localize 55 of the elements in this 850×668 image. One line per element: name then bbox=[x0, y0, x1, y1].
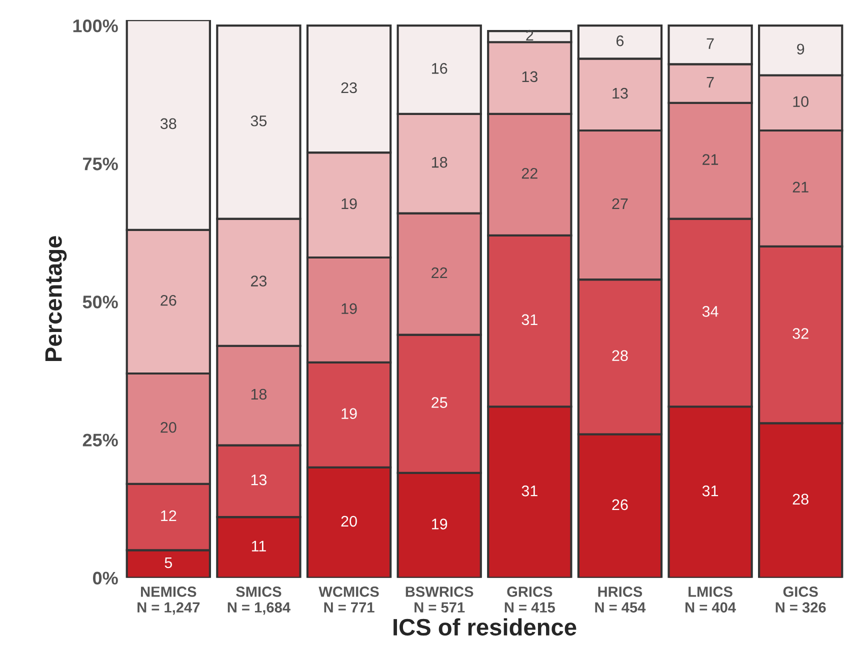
data-label: 7 bbox=[706, 76, 714, 88]
data-label: 23 bbox=[250, 276, 267, 286]
data-label: 19 bbox=[342, 198, 357, 210]
y-tick-label: 75% bbox=[83, 158, 118, 170]
data-label: 11 bbox=[252, 540, 266, 552]
data-label: 31 bbox=[522, 486, 538, 496]
data-label: 19 bbox=[342, 303, 357, 314]
data-label: 31 bbox=[702, 486, 718, 496]
data-label: 13 bbox=[612, 88, 628, 99]
data-label: 22 bbox=[432, 267, 448, 278]
data-label: 2 bbox=[526, 30, 534, 41]
data-label: 31 bbox=[522, 314, 538, 326]
data-label: 27 bbox=[612, 198, 628, 209]
x-tick-label: GICS N = 326 bbox=[776, 586, 826, 613]
y-axis-title: Percentage bbox=[45, 236, 67, 361]
data-label: 25 bbox=[432, 397, 448, 408]
data-label: 23 bbox=[341, 82, 357, 94]
x-tick-label: LMICS N = 404 bbox=[686, 586, 736, 613]
data-label: 12 bbox=[161, 510, 176, 522]
data-label: 21 bbox=[792, 182, 808, 192]
data-label: 38 bbox=[160, 118, 176, 130]
data-label: 7 bbox=[706, 38, 714, 49]
data-label: 32 bbox=[792, 328, 808, 339]
x-tick-label: NEMICS N = 1,247 bbox=[138, 586, 200, 615]
data-label: 20 bbox=[341, 516, 357, 527]
data-label: 35 bbox=[250, 115, 267, 126]
x-axis-title: ICS of residence bbox=[394, 618, 576, 636]
data-label: 9 bbox=[797, 44, 804, 55]
data-label: 13 bbox=[522, 71, 538, 82]
data-label: 26 bbox=[612, 499, 628, 510]
data-label: 34 bbox=[702, 306, 718, 317]
data-label: 28 bbox=[792, 494, 808, 505]
data-label: 21 bbox=[702, 154, 718, 165]
data-label: 19 bbox=[342, 408, 357, 420]
data-label: 10 bbox=[793, 96, 808, 107]
data-label: 19 bbox=[432, 518, 448, 530]
data-label: 16 bbox=[432, 63, 448, 74]
data-label: 26 bbox=[160, 294, 176, 306]
data-label: 6 bbox=[616, 35, 624, 46]
data-label: 22 bbox=[522, 168, 538, 179]
y-tick-label: 50% bbox=[82, 296, 118, 308]
y-tick-label: 0% bbox=[93, 572, 118, 585]
data-label: 13 bbox=[251, 474, 267, 486]
x-tick-label: GRICS N = 415 bbox=[504, 586, 555, 613]
y-tick-label: 25% bbox=[82, 434, 118, 446]
data-label: 20 bbox=[160, 422, 176, 433]
x-tick-label: WCMICS N = 771 bbox=[318, 586, 379, 612]
data-label: 28 bbox=[612, 350, 628, 362]
x-tick-label: HRICS N = 454 bbox=[595, 586, 646, 613]
data-label: 5 bbox=[164, 557, 172, 568]
data-label: 18 bbox=[432, 156, 448, 168]
y-tick-label: 100% bbox=[73, 19, 118, 32]
x-tick-label: BSWRICS N = 571 bbox=[406, 586, 474, 613]
x-tick-label: SMICS N = 1,684 bbox=[228, 586, 290, 615]
data-label: 18 bbox=[251, 388, 267, 400]
